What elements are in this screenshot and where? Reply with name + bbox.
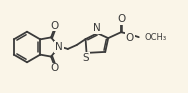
Text: O: O bbox=[126, 33, 134, 43]
Text: N: N bbox=[92, 23, 100, 33]
Text: S: S bbox=[82, 53, 89, 63]
Text: O: O bbox=[50, 63, 58, 73]
Text: OCH₃: OCH₃ bbox=[145, 33, 167, 42]
Text: O: O bbox=[117, 14, 125, 24]
Text: O: O bbox=[50, 21, 58, 31]
Text: N: N bbox=[55, 42, 63, 52]
